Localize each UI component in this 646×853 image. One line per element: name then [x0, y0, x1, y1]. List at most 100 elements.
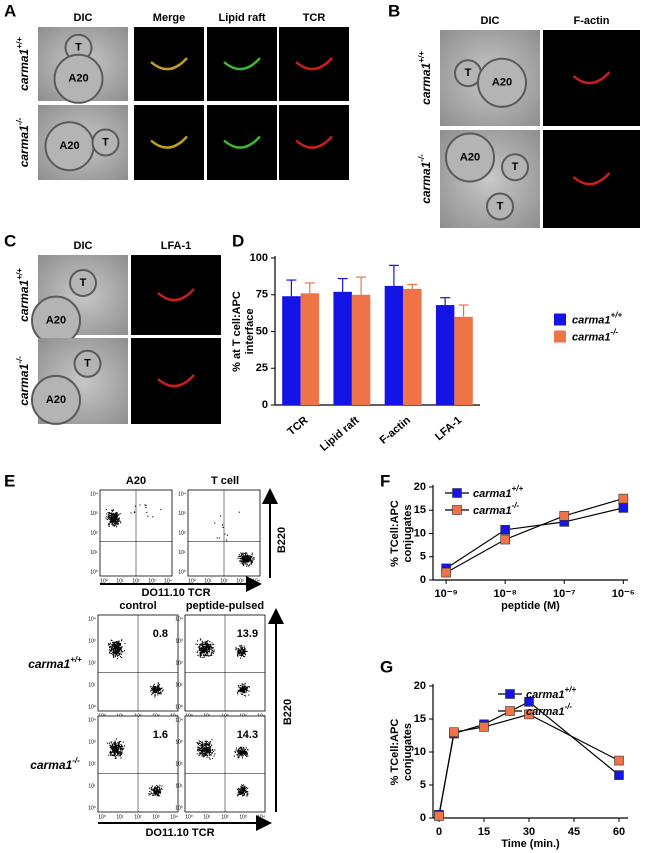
y-axis-label: % TCell:APC: [389, 500, 401, 567]
y-tick-label: 50: [256, 325, 268, 337]
axis-label: DO11.10 TCR: [141, 587, 210, 599]
decade-label: 10¹: [175, 682, 183, 688]
decade-label: 10⁴: [88, 717, 96, 723]
panel-letter: F: [380, 471, 390, 490]
dot-cluster: [235, 644, 248, 659]
y-tick-label: 100: [250, 252, 268, 264]
legend-swatch: [554, 313, 566, 326]
y-axis-label: interface: [244, 309, 256, 355]
decade-label: 10¹: [204, 578, 212, 584]
fluorescence-image: [543, 130, 640, 228]
panel-letter: C: [4, 231, 16, 250]
cell: [69, 269, 97, 297]
cell-label: T: [497, 200, 504, 212]
legend-label: carma1-/-: [526, 702, 572, 718]
decade-label: 10³: [88, 638, 96, 644]
stain: [157, 374, 195, 388]
decade-label: 10¹: [90, 550, 98, 556]
marker: [500, 524, 510, 535]
quadrant-percent: 0.8: [153, 628, 168, 640]
x-axis-label: Time (min.): [501, 838, 560, 850]
dot-cluster: [105, 508, 122, 528]
stain: [295, 135, 333, 149]
legend-label: carma1+/+: [572, 311, 622, 327]
column-header: A20: [126, 475, 146, 487]
legend-label: carma1+/+: [473, 484, 523, 500]
x-tick-label: 10⁻⁹: [434, 588, 457, 600]
x-tick-label: 10⁻⁷: [553, 588, 576, 600]
panel-letter: D: [232, 231, 244, 250]
row-label: carma1+/+: [417, 51, 433, 105]
y-tick-label: 0: [420, 574, 426, 586]
panel-letter: G: [380, 657, 393, 676]
column-header: F-actin: [573, 15, 609, 27]
decade-label: 10⁴: [175, 616, 183, 622]
y-axis-label: conjugates: [402, 504, 414, 562]
decade-label: 10¹: [116, 814, 124, 820]
decade-label: 10²: [175, 660, 183, 666]
marker: [452, 488, 462, 498]
decade-label: 10⁰: [88, 805, 96, 811]
column-header: LFA-1: [161, 240, 192, 252]
decade-label: 10²: [178, 530, 186, 536]
decade-label: 10⁰: [188, 578, 196, 584]
panel-letter: A: [4, 1, 16, 20]
row-label: carma1+/+: [28, 655, 82, 671]
marker: [524, 709, 534, 720]
y-tick-label: 20: [414, 481, 426, 493]
decade-label: 10¹: [116, 578, 124, 584]
fluorescence-image: [134, 27, 204, 101]
stain: [572, 172, 611, 186]
decade-label: 10¹: [178, 550, 186, 556]
marker: [614, 770, 624, 780]
bar: [351, 294, 371, 405]
decade-label: 10¹: [175, 783, 183, 789]
axis-label: B220: [276, 527, 288, 553]
x-tick-label: 30: [523, 826, 535, 838]
line: [438, 713, 620, 817]
y-tick-label: 15: [414, 713, 426, 725]
dot-cluster: [195, 638, 215, 658]
cell-label: A20: [492, 77, 512, 89]
column-header: control: [119, 600, 156, 612]
bar: [282, 296, 301, 405]
decade-label: 10³: [236, 578, 244, 584]
decade-label: 10³: [148, 578, 156, 584]
decade-label: 10²: [90, 530, 98, 536]
dot-cluster: [196, 739, 216, 760]
marker: [505, 689, 515, 699]
row-label: carma1+/+: [15, 37, 31, 91]
cell: [53, 53, 104, 104]
decade-label: 10³: [175, 638, 183, 644]
marker: [500, 534, 510, 545]
cell-label: A20: [460, 151, 480, 163]
marker: [524, 697, 534, 707]
decade-label: 10²: [220, 578, 228, 584]
bar: [454, 316, 473, 405]
y-tick-label: 10: [414, 746, 426, 758]
cell: [445, 132, 495, 183]
y-axis-label: % at T cell:APC: [231, 291, 243, 372]
stain: [150, 135, 188, 149]
marker: [618, 493, 629, 504]
x-tick-label: 0: [436, 826, 442, 838]
fluorescence-image: [279, 27, 349, 101]
x-tick-label: Lipid raft: [318, 414, 362, 454]
column-header: peptide-pulsed: [186, 600, 264, 612]
stain: [223, 135, 261, 149]
column-header: Merge: [153, 12, 185, 24]
fluorescence-image: [131, 255, 221, 335]
dot-cluster: [233, 746, 249, 759]
cell: [486, 192, 514, 221]
quadrant-percent: 14.3: [237, 729, 258, 741]
decade-label: 10²: [134, 814, 142, 820]
marker: [505, 706, 515, 716]
row-label: carma1-/-: [417, 154, 433, 204]
x-tick-label: LFA-1: [433, 414, 464, 443]
column-header: DIC: [481, 15, 500, 27]
stain: [223, 57, 261, 71]
cell: [73, 349, 102, 378]
legend-label: carma1+/+: [526, 685, 576, 701]
decade-label: 10⁴: [164, 578, 172, 584]
